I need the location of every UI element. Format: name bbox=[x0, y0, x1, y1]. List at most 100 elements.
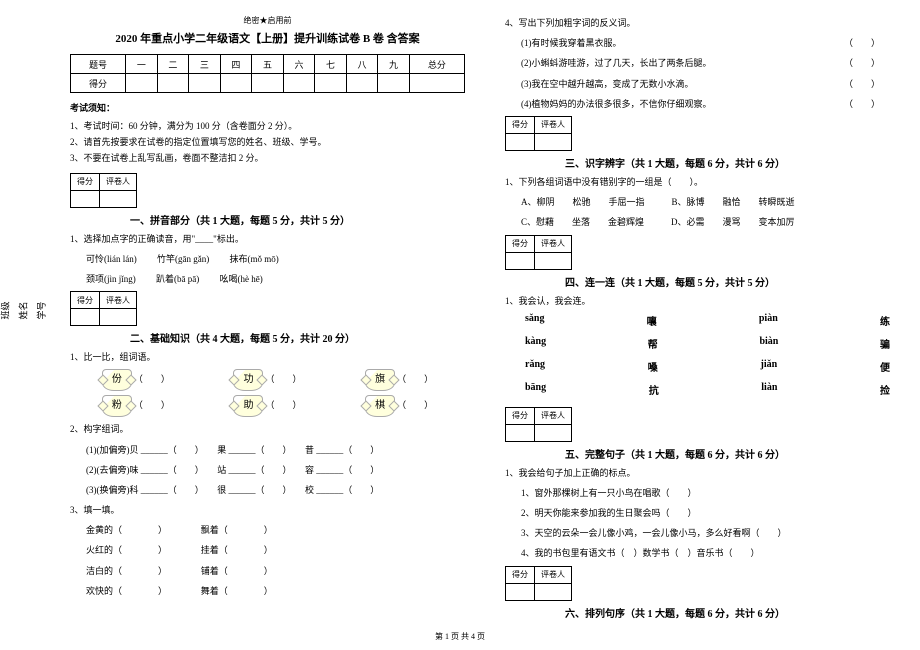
char-box: 份 bbox=[102, 369, 132, 391]
confidential-label: 绝密★启用前 bbox=[70, 15, 465, 26]
sb-score: 得分 bbox=[71, 292, 100, 309]
th: 六 bbox=[283, 55, 315, 74]
match-row: bāng 抗 liàn 捡 bbox=[505, 382, 900, 397]
fill: 金黄的（ ） bbox=[86, 525, 163, 535]
ch: 捡 bbox=[880, 382, 890, 397]
instr-line: 2、请首先按要求在试卷的指定位置填写您的姓名、班级、学号。 bbox=[70, 134, 465, 150]
binding-margin: 学号 姓名 班级 学校 乡镇（街道） bbox=[20, 20, 50, 600]
sent: (2)小蝌蚪游哇游，过了几天，长出了两条后腿。 bbox=[521, 58, 712, 68]
q-line: 火红的（ ） 挂着（ ） bbox=[70, 542, 465, 558]
score-box: 得分评卷人 bbox=[505, 116, 900, 151]
score-box: 得分评卷人 bbox=[505, 407, 900, 442]
fill: 欢快的（ ） bbox=[86, 586, 163, 596]
ch: 帮 bbox=[648, 336, 658, 351]
q-line: (3)我在空中越升越高，变成了无数小水滴。（ ） bbox=[505, 76, 900, 92]
score-box: 得分评卷人 bbox=[70, 173, 465, 208]
opt: 吆喝(hè hē) bbox=[220, 274, 263, 284]
q-text: 1、选择加点字的正确读音，用"____"标出。 bbox=[70, 231, 465, 247]
sb-grader: 评卷人 bbox=[535, 235, 572, 252]
char-box: 棋 bbox=[365, 395, 395, 417]
ch: 练 bbox=[880, 313, 890, 328]
fill: 铺着（ ） bbox=[201, 566, 273, 576]
char-box: 助 bbox=[233, 395, 263, 417]
vlabel: 班级 bbox=[0, 301, 11, 319]
sb-score: 得分 bbox=[506, 116, 535, 133]
q-line: (4)植物妈妈的办法很多很多，不信你仔细观察。（ ） bbox=[505, 96, 900, 112]
fill: 火红的（ ） bbox=[86, 545, 163, 555]
fill: 挂着（ ） bbox=[201, 545, 273, 555]
fill: 洁白的（ ） bbox=[86, 566, 163, 576]
section4-title: 四、连一连（共 1 大题，每题 5 分，共计 5 分） bbox=[565, 274, 900, 289]
py: rǎng bbox=[525, 359, 545, 374]
q-line: C、慰藉 坐落 金碧辉煌 D、必需 漫骂 变本加厉 bbox=[505, 214, 900, 230]
th: 七 bbox=[315, 55, 347, 74]
match-row: kàng 帮 biàn 骗 bbox=[505, 336, 900, 351]
opt: 竹竿(gān gǎn) bbox=[157, 254, 209, 264]
char-row: 粉（ ） 助（ ） 棋（ ） bbox=[70, 395, 465, 417]
q-line: (3)(换偏旁)科 ______（ ） 很 ______（ ） 校 ______… bbox=[70, 482, 465, 498]
info-header: 考试须知： bbox=[70, 101, 465, 114]
th: 三 bbox=[189, 55, 221, 74]
q-text: 1、下列各组词语中没有错别字的一组是（ ）。 bbox=[505, 174, 900, 190]
sb-grader: 评卷人 bbox=[535, 116, 572, 133]
q-text: 1、比一比，组词语。 bbox=[70, 349, 465, 365]
py: liàn bbox=[761, 382, 777, 397]
left-column: 绝密★启用前 2020 年重点小学二年级语文【上册】提升训练试卷 B 卷 含答案… bbox=[60, 15, 475, 615]
score-box: 得分评卷人 bbox=[505, 566, 900, 601]
char-row: 份（ ） 功（ ） 旗（ ） bbox=[70, 369, 465, 391]
sent: (1)有时候我穿着黑衣服。 bbox=[521, 38, 622, 48]
q-text: 3、填一填。 bbox=[70, 502, 465, 518]
score-box: 得分评卷人 bbox=[505, 235, 900, 270]
q-line: 颈项(jìn jǐng) 趴着(bā pā) 吆喝(hè hē) bbox=[70, 271, 465, 287]
q-line: A、柳阴 松驰 手屈一指 B、脉博 融恰 转瞬既逝 bbox=[505, 194, 900, 210]
th: 四 bbox=[220, 55, 252, 74]
q-line: 金黄的（ ） 飘着（ ） bbox=[70, 522, 465, 538]
opt: 趴着(bā pā) bbox=[156, 274, 199, 284]
q-line: 洁白的（ ） 铺着（ ） bbox=[70, 563, 465, 579]
sb-score: 得分 bbox=[506, 235, 535, 252]
th: 八 bbox=[346, 55, 378, 74]
opt: 颈项(jìn jǐng) bbox=[86, 274, 136, 284]
sb-score: 得分 bbox=[506, 407, 535, 424]
th: 题号 bbox=[71, 55, 126, 74]
py: jiǎn bbox=[761, 359, 778, 374]
sent: (3)我在空中越升越高，变成了无数小水滴。 bbox=[521, 79, 694, 89]
instr-line: 1、考试时间：60 分钟，满分为 100 分（含卷面分 2 分）。 bbox=[70, 118, 465, 134]
section3-title: 三、识字辨字（共 1 大题，每题 6 分，共计 6 分） bbox=[565, 155, 900, 170]
vlabel: 学号 bbox=[34, 301, 47, 319]
th: 总分 bbox=[409, 55, 464, 74]
page-footer: 第 1 页 共 4 页 bbox=[0, 631, 920, 642]
fill: 飘着（ ） bbox=[201, 525, 273, 535]
right-column: 4、写出下列加粗字词的反义词。 (1)有时候我穿着黑衣服。（ ） (2)小蝌蚪游… bbox=[495, 15, 910, 615]
q-line: 4、我的书包里有语文书（ ）数学书（ ）音乐书（ ） bbox=[505, 545, 900, 561]
ch: 嗓 bbox=[648, 359, 658, 374]
instructions: 1、考试时间：60 分钟，满分为 100 分（含卷面分 2 分）。 2、请首先按… bbox=[70, 118, 465, 167]
char-box: 功 bbox=[233, 369, 263, 391]
py: bāng bbox=[525, 382, 546, 397]
q-line: 1、窗外那棵树上有一只小鸟在唱歌（ ） bbox=[505, 485, 900, 501]
q-text: 1、我会给句子加上正确的标点。 bbox=[505, 465, 900, 481]
sb-grader: 评卷人 bbox=[100, 173, 137, 190]
q-line: (2)(去偏旁)味 ______（ ） 站 ______（ ） 容 ______… bbox=[70, 462, 465, 478]
vlabel: 姓名 bbox=[16, 301, 29, 319]
char-box: 粉 bbox=[102, 395, 132, 417]
section5-title: 五、完整句子（共 1 大题，每题 6 分，共计 6 分） bbox=[565, 446, 900, 461]
py: sǎng bbox=[525, 313, 544, 328]
ch: 抗 bbox=[649, 382, 659, 397]
sb-grader: 评卷人 bbox=[535, 566, 572, 583]
opt: 抹布(mǒ mō) bbox=[230, 254, 279, 264]
score-summary-table: 题号 一 二 三 四 五 六 七 八 九 总分 得分 bbox=[70, 54, 465, 93]
th: 二 bbox=[157, 55, 189, 74]
q-text: 2、构字组词。 bbox=[70, 421, 465, 437]
q-line: (1)有时候我穿着黑衣服。（ ） bbox=[505, 35, 900, 51]
exam-title: 2020 年重点小学二年级语文【上册】提升训练试卷 B 卷 含答案 bbox=[70, 30, 465, 46]
fill: 舞着（ ） bbox=[201, 586, 273, 596]
opt: 可怜(lián lán) bbox=[86, 254, 137, 264]
py: piàn bbox=[759, 313, 778, 328]
section2-title: 二、基础知识（共 4 大题，每题 5 分，共计 20 分） bbox=[130, 330, 465, 345]
q-line: 可怜(lián lán) 竹竿(gān gǎn) 抹布(mǒ mō) bbox=[70, 251, 465, 267]
content: 绝密★启用前 2020 年重点小学二年级语文【上册】提升训练试卷 B 卷 含答案… bbox=[60, 15, 910, 615]
q-line: (2)小蝌蚪游哇游，过了几天，长出了两条后腿。（ ） bbox=[505, 55, 900, 71]
section6-title: 六、排列句序（共 1 大题，每题 6 分，共计 6 分） bbox=[565, 605, 900, 620]
q-text: 1、我会认，我会连。 bbox=[505, 293, 900, 309]
